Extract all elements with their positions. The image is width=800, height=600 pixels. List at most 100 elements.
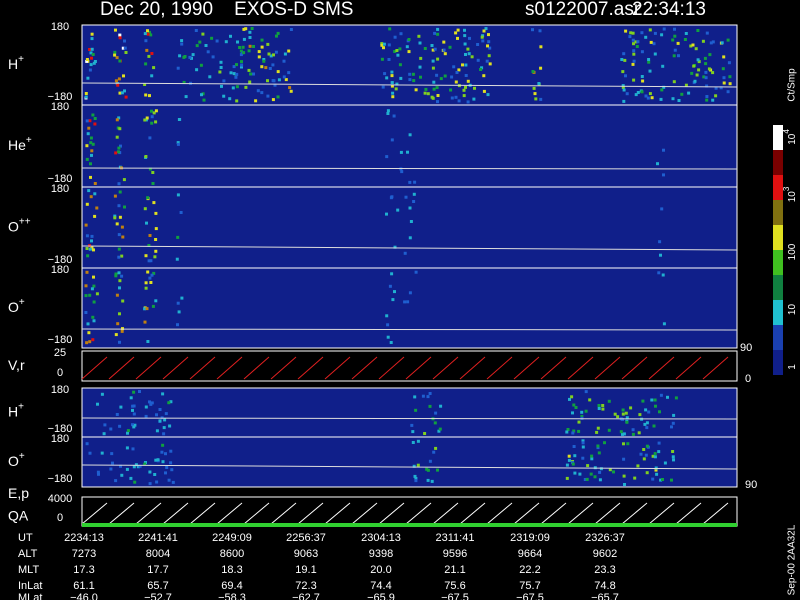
tick-base: 100 xyxy=(787,243,798,260)
spectrogram-cell xyxy=(414,477,418,480)
spectrogram-cell xyxy=(424,87,428,91)
spectrogram-cell xyxy=(154,238,158,241)
spectrogram-cell xyxy=(573,454,577,458)
spectrogram-cell xyxy=(125,446,129,450)
spectrogram-cell xyxy=(240,60,243,64)
spectrogram-cell xyxy=(144,281,148,285)
spectrogram-cell xyxy=(599,467,603,471)
spectrogram-cell xyxy=(229,71,233,75)
spectrogram-cell xyxy=(125,467,129,471)
spectrogram-cell xyxy=(89,63,93,67)
spectrogram-cell xyxy=(482,89,486,93)
spectrogram-cell xyxy=(403,300,407,304)
ephemeris-value: 2234:13 xyxy=(64,532,104,544)
spectrogram-cell xyxy=(452,65,456,69)
spectrogram-cell xyxy=(85,234,89,238)
spectrogram-cell xyxy=(391,95,395,99)
spectrogram-cell xyxy=(464,53,467,56)
spectrogram-cell xyxy=(414,270,418,274)
spectrogram-cell xyxy=(461,63,464,67)
spectrogram-cell xyxy=(388,27,392,31)
spectrogram-cell xyxy=(167,478,171,482)
ephemeris-value: 19.1 xyxy=(295,564,316,576)
spectrogram-cell xyxy=(684,83,688,87)
spectrogram-cell xyxy=(652,424,656,428)
spectrogram-cell xyxy=(119,144,122,148)
spectrogram-cell xyxy=(282,75,286,79)
spectrogram-cell xyxy=(133,480,137,484)
spectrogram-cell xyxy=(433,421,437,425)
spectrogram-cell xyxy=(601,404,605,407)
spectrogram-cell xyxy=(479,68,483,71)
spectrogram-cell xyxy=(593,475,597,479)
spectrogram-cell xyxy=(416,439,420,443)
spectrogram-cell xyxy=(120,254,124,258)
spectrogram-cell xyxy=(260,38,264,42)
spectrogram-cell xyxy=(84,294,88,298)
colorbar-tick: 103 xyxy=(782,186,798,202)
spectrogram-cell xyxy=(85,247,89,250)
spectrogram-cell xyxy=(648,92,652,96)
spectrogram-cell xyxy=(637,431,641,435)
spectrogram-cell xyxy=(180,39,184,43)
spectrogram-cell xyxy=(567,458,571,462)
spectrogram-cell xyxy=(86,76,90,80)
spectrogram-cell xyxy=(93,117,97,120)
spectrogram-cell xyxy=(634,40,638,44)
spectrogram-cell xyxy=(266,94,270,98)
spectrogram-cell xyxy=(639,452,643,456)
spectrogram-cell xyxy=(118,127,122,131)
spectrogram-cell xyxy=(289,89,293,93)
spectrogram-cell xyxy=(131,408,134,412)
spectrogram-cell xyxy=(711,40,715,44)
spectrogram-cell xyxy=(392,114,396,118)
label-text: H xyxy=(8,56,18,72)
ephemeris-value: −46.0 xyxy=(70,592,98,600)
spectrogram-cell xyxy=(220,84,223,88)
spectrogram-cell xyxy=(580,414,584,418)
spectrogram-cell xyxy=(113,214,117,218)
spectrogram-cell xyxy=(677,99,681,102)
spectrogram-cell xyxy=(248,44,252,48)
spectrogram-cell xyxy=(659,97,663,101)
spectrogram-cell xyxy=(573,471,577,475)
spectrogram-cell xyxy=(163,418,167,422)
spectrogram-cell xyxy=(91,338,95,342)
spectrogram-cell xyxy=(596,426,600,430)
tick-exp: 4 xyxy=(782,129,791,134)
spectrogram-cell xyxy=(456,36,459,40)
spectrogram-cell xyxy=(88,119,92,123)
spectrogram-cell xyxy=(91,142,95,146)
spectrogram-cell xyxy=(571,431,575,435)
spectrogram-cell xyxy=(210,36,214,40)
spectrogram-cell xyxy=(640,90,644,94)
spectrogram-cell xyxy=(616,415,620,419)
spectrogram-cell xyxy=(656,162,659,166)
spectrogram-cell xyxy=(114,272,118,276)
spectrogram-cell xyxy=(116,83,120,87)
spectrogram-cell xyxy=(114,479,118,483)
y-tick-bottom: −180 xyxy=(48,473,73,485)
spectrogram-cell xyxy=(431,66,435,70)
spectrogram-cell xyxy=(705,31,709,35)
spectrogram-cell xyxy=(488,62,492,66)
spectrogram-cell xyxy=(119,464,122,468)
spectrogram-cell xyxy=(235,99,239,103)
spectrogram-cell xyxy=(642,448,646,451)
ephemeris-value: 17.7 xyxy=(147,564,168,576)
spectrogram-cell xyxy=(267,52,271,56)
spectrogram-cell xyxy=(95,206,99,210)
spectrogram-cell xyxy=(676,41,680,45)
spectrogram-cell xyxy=(148,276,152,280)
spectrogram-cell xyxy=(144,461,147,464)
spectrogram-cell xyxy=(126,431,129,435)
spectrogram-cell xyxy=(289,28,293,31)
panel-label-2: QA xyxy=(8,508,29,524)
spectrogram-cell xyxy=(409,220,413,223)
label-text: V,r xyxy=(8,357,25,373)
spectrogram-cell xyxy=(487,40,491,44)
spectrogram-cell xyxy=(248,36,252,39)
spectrogram-cell xyxy=(671,421,675,425)
spectrogram-cell xyxy=(411,441,415,444)
y-tick-top: 180 xyxy=(51,433,69,445)
